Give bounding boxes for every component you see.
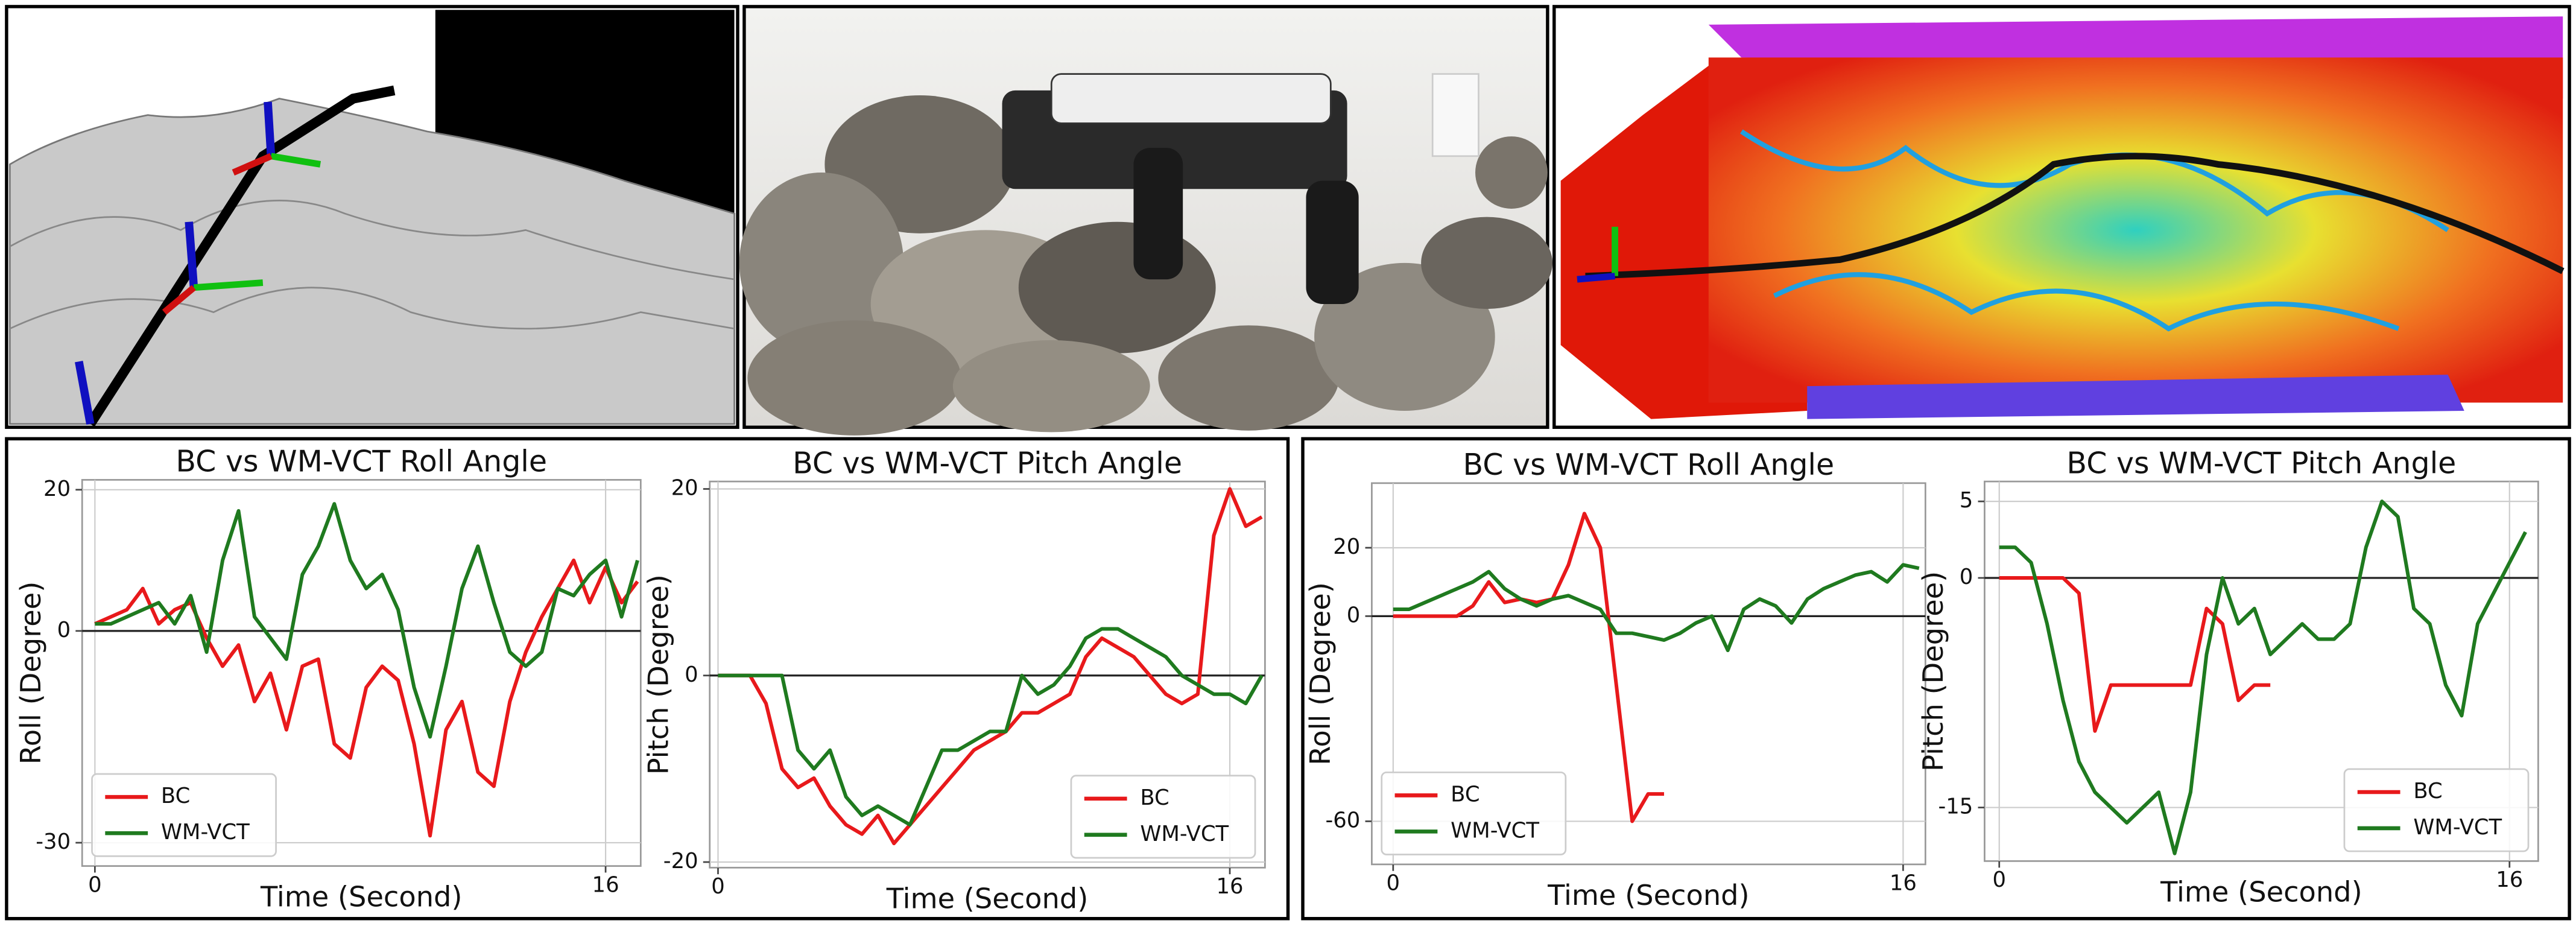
legend-label: BC bbox=[1140, 785, 1169, 810]
panel-frame bbox=[1301, 437, 2571, 921]
legend-box bbox=[1070, 775, 1256, 859]
legend-label: WM-VCT bbox=[1451, 818, 1539, 843]
data-line bbox=[1999, 499, 2527, 855]
y-tick-label: 20 bbox=[43, 477, 71, 501]
y-tick-label: -30 bbox=[36, 829, 71, 854]
elevation-map bbox=[1552, 5, 2571, 429]
chart-title: BC vs WM-VCT Pitch Angle bbox=[2066, 445, 2456, 480]
chart: -20 0 20 0 16 BC vs WM-VCT Pitch Angle Time (S… bbox=[642, 445, 1266, 915]
x-tick-label: 16 bbox=[592, 872, 619, 897]
legend-label: BC bbox=[161, 784, 190, 808]
x-tick-label: 0 bbox=[88, 872, 102, 897]
legend-label: WM-VCT bbox=[2413, 815, 2502, 840]
data-line bbox=[95, 502, 639, 739]
y-tick-label: 0 bbox=[1960, 565, 1973, 589]
chart-title: BC vs WM-VCT Roll Angle bbox=[1463, 447, 1835, 482]
data-line bbox=[718, 627, 1264, 827]
y-tick-label: 0 bbox=[685, 662, 698, 687]
chart-title: BC vs WM-VCT Roll Angle bbox=[176, 444, 547, 479]
x-tick-label: 0 bbox=[711, 874, 725, 899]
y-axis-label: Pitch (Degree) bbox=[642, 574, 674, 775]
legend-box bbox=[91, 773, 277, 857]
x-tick-label: 0 bbox=[1387, 871, 1400, 896]
x-tick-label: 0 bbox=[1992, 867, 2006, 892]
y-tick-label: 20 bbox=[671, 476, 698, 501]
chart: -30 0 20 0 16 BC vs WM-VCT Roll Angle Time (Se… bbox=[14, 444, 642, 913]
data-line bbox=[1999, 576, 2271, 733]
x-axis-label: Time (Second) bbox=[1547, 879, 1750, 912]
y-tick-label: 20 bbox=[1333, 534, 1360, 559]
x-tick-label: 16 bbox=[1890, 871, 1917, 896]
y-axis-label: Roll (Degree) bbox=[1304, 582, 1337, 765]
x-tick-label: 16 bbox=[2496, 867, 2523, 892]
y-tick-label: 0 bbox=[1347, 603, 1361, 627]
y-tick-label: -15 bbox=[1938, 794, 1973, 819]
legend-label: WM-VCT bbox=[1140, 822, 1229, 846]
terrain-image bbox=[5, 5, 739, 429]
y-tick-label: 0 bbox=[57, 618, 71, 642]
y-axis-label: Roll (Degree) bbox=[14, 582, 47, 764]
legend-label: BC bbox=[1451, 782, 1479, 807]
x-axis-label: Time (Second) bbox=[2160, 875, 2362, 908]
robot-photo bbox=[739, 5, 1553, 436]
chart: -60 0 20 0 16 BC vs WM-VCT Roll Angle Time (Se… bbox=[1304, 447, 1926, 912]
y-axis-label: Pitch (Degree) bbox=[1917, 571, 1949, 772]
legend-label: BC bbox=[2413, 779, 2442, 804]
y-tick-label: -60 bbox=[1326, 808, 1361, 832]
legend-box bbox=[2343, 768, 2530, 852]
legend-box bbox=[1381, 771, 1567, 855]
chart-title: BC vs WM-VCT Pitch Angle bbox=[793, 445, 1182, 480]
x-tick-label: 16 bbox=[1216, 874, 1243, 899]
chart: -15 0 5 0 16 BC vs WM-VCT Pitch Angle Time (Se… bbox=[1917, 445, 2539, 908]
legend-label: WM-VCT bbox=[161, 820, 250, 845]
y-tick-label: -20 bbox=[663, 849, 698, 874]
x-axis-label: Time (Second) bbox=[260, 881, 463, 913]
y-tick-label: 5 bbox=[1960, 488, 1973, 513]
panel-frame bbox=[5, 437, 1290, 921]
data-line bbox=[718, 487, 1263, 846]
x-axis-label: Time (Second) bbox=[886, 882, 1089, 915]
data-line bbox=[1393, 563, 1920, 653]
